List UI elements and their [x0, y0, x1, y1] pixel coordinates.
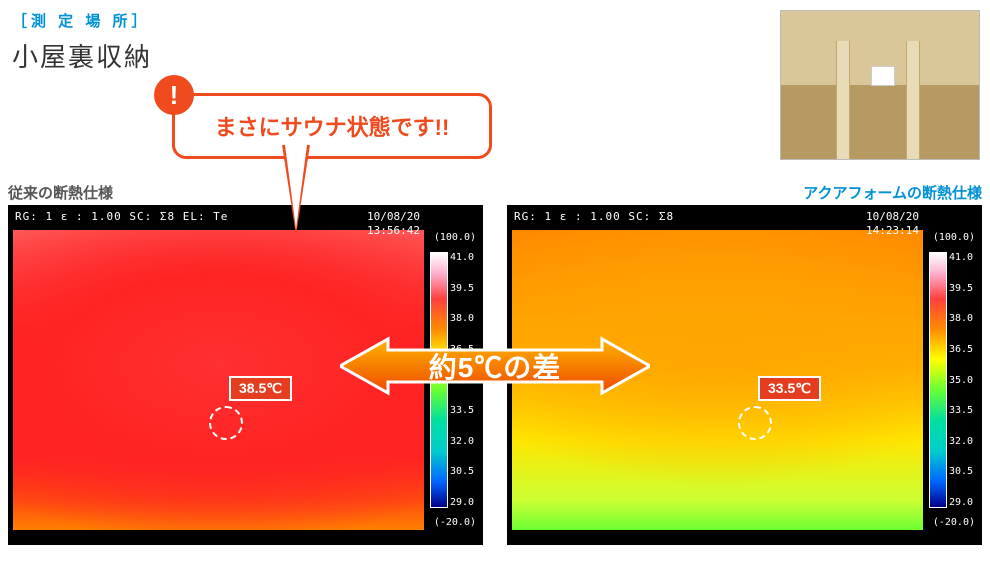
legend-tick: 36.5	[949, 344, 977, 355]
legend-tick: 30.5	[450, 466, 478, 477]
location-label: ［測 定 場 所］	[12, 10, 152, 31]
location-title: 小屋裏収納	[12, 37, 152, 74]
thermal-right-legend: (100.0) 41.0 39.5 38.0 36.5 35.0 33.5 32.0 30.5…	[925, 230, 977, 530]
legend-range-top: (100.0)	[434, 232, 476, 243]
thermal-left-datetime: 10/08/20 13:56:42	[367, 210, 420, 238]
legend-tick: 38.0	[450, 313, 478, 324]
thermal-left-spot: 38.5℃	[209, 406, 243, 440]
thermal-right-time: 14:23:14	[866, 224, 919, 238]
thermal-right-date: 10/08/20	[866, 210, 919, 224]
legend-tick: 33.5	[949, 405, 977, 416]
legend-tick: 41.0	[949, 252, 977, 263]
thermal-left-date: 10/08/20	[367, 210, 420, 224]
thermal-left-meta: RG: 1 ε : 1.00 SC: Σ8 EL: Te	[15, 210, 228, 223]
callout-bubble: ! まさにサウナ状態です!!	[172, 93, 492, 159]
legend-range-top: (100.0)	[933, 232, 975, 243]
legend-tick: 41.0	[450, 252, 478, 263]
legend-ticks: 41.0 39.5 38.0 36.5 35.0 33.5 32.0 30.5 29.0	[949, 252, 977, 508]
difference-label: 約5℃の差	[429, 346, 562, 386]
thermal-left-time: 13:56:42	[367, 224, 420, 238]
difference-arrow: 約5℃の差	[340, 335, 650, 397]
legend-tick: 39.5	[450, 283, 478, 294]
legend-tick: 32.0	[949, 436, 977, 447]
legend-range-bottom: (-20.0)	[933, 517, 975, 528]
legend-tick: 38.0	[949, 313, 977, 324]
thermal-right-meta: RG: 1 ε : 1.00 SC: Σ8	[514, 210, 674, 223]
thermal-right-spot: 33.5℃	[738, 406, 772, 440]
legend-tick: 35.0	[949, 375, 977, 386]
thermal-right-reading: 33.5℃	[758, 376, 821, 401]
reference-photo	[780, 10, 980, 160]
right-panel-title: アクアフォームの断熱仕様	[803, 182, 982, 203]
thermal-right-datetime: 10/08/20 14:23:14	[866, 210, 919, 238]
legend-tick: 33.5	[450, 405, 478, 416]
legend-tick: 39.5	[949, 283, 977, 294]
legend-tick: 29.0	[450, 497, 478, 508]
legend-range-bottom: (-20.0)	[434, 517, 476, 528]
left-panel-title: 従来の断熱仕様	[8, 182, 113, 203]
callout-text: まさにサウナ状態です!!	[172, 93, 492, 159]
legend-tick: 32.0	[450, 436, 478, 447]
legend-tick: 30.5	[949, 466, 977, 477]
thermal-left-reading: 38.5℃	[229, 376, 292, 401]
exclamation-icon: !	[154, 75, 194, 115]
legend-tick: 29.0	[949, 497, 977, 508]
